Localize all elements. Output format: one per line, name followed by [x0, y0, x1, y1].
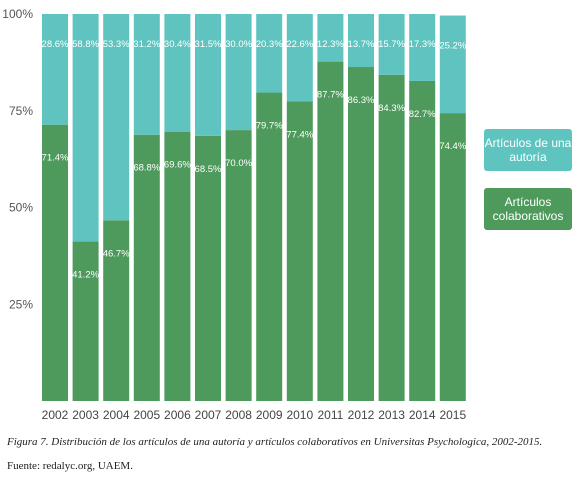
x-tick-label: 2008: [225, 408, 252, 422]
figure-source: Fuente: redalyc.org, UAEM.: [7, 460, 133, 472]
bar-collaborative: [195, 135, 221, 401]
bar-single-author: [409, 14, 436, 81]
bar-collaborative: [439, 113, 466, 402]
bar-single-author: [439, 15, 466, 114]
data-label-collaborative: 41.2%: [72, 270, 99, 281]
bar-single-author: [256, 14, 283, 93]
bar-collaborative: [317, 61, 344, 401]
bar-collaborative: [378, 74, 405, 401]
x-tick-label: 2006: [164, 408, 191, 422]
data-label-single-author: 28.6%: [42, 39, 69, 50]
x-tick-label: 2015: [439, 408, 466, 422]
data-label-single-author: 58.8%: [72, 39, 99, 50]
data-label-collaborative: 86.3%: [348, 95, 375, 106]
bar-single-author: [103, 14, 130, 221]
data-label-collaborative: 74.4%: [439, 141, 466, 152]
data-label-single-author: 30.4%: [164, 39, 191, 50]
bar-single-author: [195, 14, 221, 136]
bar-collaborative: [103, 220, 130, 401]
bar-single-author: [348, 14, 374, 68]
data-label-collaborative: 79.7%: [256, 121, 283, 132]
x-tick-label: 2012: [348, 408, 375, 422]
x-tick-label: 2013: [378, 408, 405, 422]
bar-collaborative: [286, 101, 313, 401]
data-label-single-author: 31.2%: [133, 39, 160, 50]
x-tick-label: 2011: [317, 408, 343, 422]
data-label-single-author: 20.3%: [256, 39, 283, 50]
x-tick-label: 2014: [409, 408, 436, 422]
y-tick-label: 100%: [2, 7, 33, 21]
data-label-collaborative: 84.3%: [378, 103, 405, 114]
data-label-single-author: 17.3%: [409, 39, 436, 50]
y-tick-label: 25%: [9, 297, 33, 311]
bar-single-author: [378, 14, 405, 75]
data-label-collaborative: 68.5%: [195, 164, 222, 175]
bar-single-author: [133, 14, 160, 135]
bar-collaborative: [42, 124, 68, 401]
x-tick-label: 2004: [103, 408, 130, 422]
bar-collaborative: [409, 80, 436, 402]
data-label-single-author: 53.3%: [103, 39, 130, 50]
data-label-collaborative: 46.7%: [103, 248, 130, 259]
legend-single-author: Artículos de una autoría: [484, 129, 572, 171]
figure-caption: Figura 7. Distribución de los artículos …: [7, 436, 543, 448]
legend-collaborative-label: Artículos colaborativos: [492, 195, 564, 223]
data-label-single-author: 22.6%: [286, 39, 313, 50]
bar-collaborative: [133, 134, 160, 401]
bar-single-author: [72, 14, 99, 242]
data-label-single-author: 15.7%: [378, 39, 405, 50]
legend-collaborative: Artículos colaborativos: [484, 188, 572, 230]
bar-single-author: [286, 14, 313, 102]
data-label-collaborative: 69.6%: [164, 160, 191, 171]
bar-single-author: [317, 14, 344, 62]
bar-collaborative: [256, 92, 283, 401]
data-label-single-author: 30.0%: [225, 39, 252, 50]
bar-collaborative: [72, 241, 99, 401]
data-label-single-author: 12.3%: [317, 39, 344, 50]
stacked-bar-chart: 100% 75% 50% 25% 71.4% 28.6% 2002 41.2% 58.8% 200…: [2, 7, 467, 422]
data-label-collaborative: 77.4%: [286, 129, 313, 140]
data-label-collaborative: 68.8%: [133, 163, 160, 174]
bar-collaborative: [225, 130, 252, 401]
y-tick-label: 75%: [9, 104, 33, 118]
x-tick-label: 2010: [286, 408, 313, 422]
data-label-collaborative: 71.4%: [42, 153, 69, 164]
y-tick-label: 50%: [9, 201, 33, 215]
x-tick-label: 2007: [195, 408, 222, 422]
bar-collaborative: [164, 131, 191, 401]
bar-collaborative: [348, 67, 374, 402]
x-tick-label: 2003: [72, 408, 99, 422]
x-tick-label: 2005: [133, 408, 160, 422]
x-tick-label: 2002: [42, 408, 69, 422]
x-tick-label: 2009: [256, 408, 283, 422]
data-label-single-author: 13.7%: [348, 39, 375, 50]
data-label-single-author: 31.5%: [195, 39, 222, 50]
bar-single-author: [42, 14, 68, 125]
data-label-collaborative: 70.0%: [225, 158, 252, 169]
legend-single-author-label: Artículos de una autoría: [484, 136, 572, 164]
bar-single-author: [164, 14, 191, 132]
data-label-collaborative: 82.7%: [409, 109, 436, 120]
chart-area: 100% 75% 50% 25% 71.4% 28.6% 2002 41.2% 58.8% 200…: [2, 7, 572, 422]
data-label-collaborative: 87.7%: [317, 90, 344, 101]
bar-single-author: [225, 14, 252, 131]
data-label-single-author: 25.2%: [439, 41, 466, 52]
